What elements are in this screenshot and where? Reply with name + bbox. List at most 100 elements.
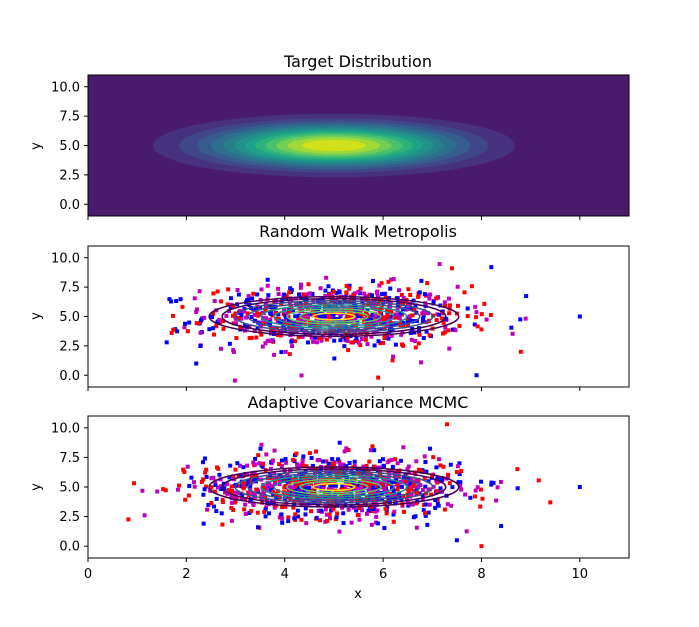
y-tick-label: 0.0 [59, 540, 80, 555]
sample-point [326, 461, 331, 466]
sample-point [369, 334, 374, 339]
sample-point [359, 331, 364, 336]
sample-point [233, 311, 238, 316]
sample-point [180, 304, 185, 309]
sample-point [474, 315, 479, 320]
sample-point [209, 314, 214, 319]
sample-point [473, 488, 478, 493]
sample-point [326, 502, 331, 507]
sample-point [252, 328, 257, 333]
sample-point [379, 281, 384, 286]
sample-point [226, 488, 231, 493]
sample-point [386, 331, 391, 336]
sample-point [276, 291, 281, 296]
sample-point [330, 456, 335, 461]
sample-point [251, 503, 256, 508]
sample-point [301, 463, 306, 468]
sample-point [515, 486, 520, 491]
sample-point [272, 471, 277, 476]
sample-point [235, 461, 240, 466]
sample-point [450, 485, 455, 490]
sample-point [211, 475, 216, 480]
sample-point [320, 488, 325, 493]
sample-point [249, 335, 254, 340]
sample-point [282, 307, 287, 312]
sample-point [205, 507, 210, 512]
sample-point [392, 509, 397, 514]
sample-point [475, 485, 480, 490]
sample-point [489, 482, 494, 487]
sample-point [221, 326, 226, 331]
sample-point [317, 306, 322, 311]
sample-point [224, 482, 229, 487]
sample-point [331, 507, 336, 512]
sample-point [360, 508, 365, 513]
sample-point [155, 489, 160, 494]
sample-point [479, 327, 484, 332]
sample-point [398, 458, 403, 463]
sample-point [357, 517, 362, 522]
sample-point [319, 314, 324, 319]
sample-point [365, 302, 370, 307]
sample-point [420, 319, 425, 324]
sample-point [336, 295, 341, 300]
sample-point [410, 307, 415, 312]
sample-point [436, 312, 441, 317]
sample-point [178, 297, 183, 302]
sample-point [433, 505, 438, 510]
sample-point [368, 448, 373, 453]
sample-point [279, 512, 284, 517]
sample-point [354, 482, 359, 487]
sample-point [174, 299, 179, 304]
sample-point [462, 290, 467, 295]
sample-point [238, 463, 243, 468]
plot-area [164, 262, 582, 383]
panel-title: Adaptive Covariance MCMC [248, 393, 469, 412]
sample-point [498, 479, 503, 484]
sample-point [378, 321, 383, 326]
x-tick-label: 10 [572, 567, 589, 582]
contour-line [234, 300, 434, 333]
sample-point [344, 464, 349, 469]
sample-point [425, 311, 430, 316]
sample-point [235, 288, 240, 293]
sample-point [279, 350, 284, 355]
sample-point [192, 484, 197, 489]
sample-point [358, 343, 363, 348]
sample-point [278, 333, 283, 338]
sample-point [383, 506, 388, 511]
sample-point [489, 480, 494, 485]
sample-point [336, 457, 341, 462]
sample-point [202, 456, 207, 461]
sample-point [266, 511, 271, 516]
sample-point [384, 509, 389, 514]
sample-point [363, 335, 368, 340]
sample-point [391, 490, 396, 495]
sample-point [260, 344, 265, 349]
sample-point [341, 521, 346, 526]
y-tick-label: 10.0 [51, 421, 80, 436]
sample-point [326, 284, 331, 289]
sample-point [349, 520, 354, 525]
sample-point [313, 335, 318, 340]
sample-point [311, 339, 316, 344]
sample-point [295, 508, 300, 513]
sample-point [446, 328, 451, 333]
sample-point [288, 319, 293, 324]
sample-point [140, 488, 145, 493]
sample-point [286, 319, 291, 324]
contour-line [312, 312, 356, 321]
sample-point [577, 485, 582, 489]
sample-point [405, 323, 410, 328]
sample-point [458, 484, 463, 489]
sample-point [249, 509, 254, 514]
sample-point [447, 346, 452, 351]
sample-point [214, 509, 219, 514]
sample-point [333, 498, 338, 503]
sample-point [480, 496, 485, 501]
sample-point [255, 292, 260, 297]
sample-point [327, 512, 332, 517]
sample-point [440, 311, 445, 316]
sample-point [484, 317, 489, 322]
